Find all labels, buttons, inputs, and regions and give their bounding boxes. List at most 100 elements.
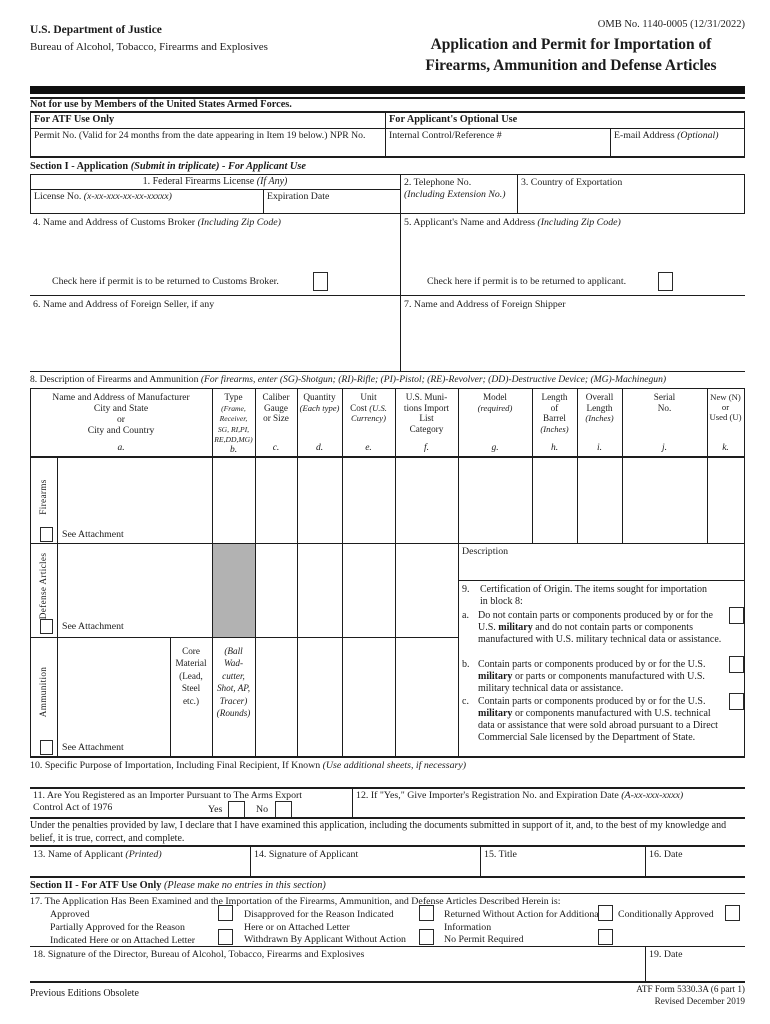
ammo-ball-wadcutter-header: (Ball Wad- cutter, Shot, AP, Tracer) (Ro… [216, 646, 251, 719]
grid-line [30, 876, 745, 878]
grid-line [622, 388, 623, 543]
option-withdrawn-label: Withdrawn By Applicant Without Action [244, 934, 406, 945]
col-header-type: Type (Frame, Receiver, SG, RI,PI, RE,DD,M… [214, 392, 253, 455]
grid-line [30, 174, 31, 213]
country-of-exportation-field-label: 3. Country of Exportation [521, 177, 623, 188]
grid-line [610, 128, 611, 157]
grid-line [645, 946, 646, 981]
col-header-unit-cost: Unit Cost (U.S. Currency) e. [350, 392, 387, 454]
name-of-applicant-field-label: 13. Name of Applicant (Printed) [33, 849, 162, 860]
ammo-see-attachment-checkbox[interactable] [40, 740, 53, 755]
return-to-applicant-checkbox[interactable] [658, 272, 673, 291]
grid-line [212, 388, 213, 756]
grid-line [250, 845, 251, 876]
grid-line [395, 388, 396, 756]
grid-line [255, 388, 256, 756]
defense-see-attachment-label: See Attachment [62, 621, 124, 632]
applicant-name-field-label: 5. Applicant's Name and Address (Includi… [404, 217, 621, 228]
grid-line [263, 189, 264, 213]
item17-intro: 17. The Application Has Been Examined an… [30, 896, 561, 907]
return-to-applicant-check-label: Check here if permit is to be returned t… [427, 276, 627, 287]
grid-line [170, 637, 171, 756]
withdrawn-checkbox[interactable] [419, 929, 434, 945]
atf-use-only-header: For ATF Use Only [34, 114, 115, 125]
foreign-seller-field-label: 6. Name and Address of Foreign Seller, i… [33, 299, 215, 310]
partially-approved-checkbox[interactable] [218, 929, 233, 945]
grid-line [645, 845, 646, 876]
grid-line [30, 371, 745, 372]
disapproved-checkbox[interactable] [419, 905, 434, 921]
email-field-label: E-mail Address (Optional) [614, 130, 719, 141]
description-field-label: Description [462, 546, 509, 557]
ffl-header: 1. Federal Firearms License (If Any) [142, 176, 288, 187]
option-returned-label: Returned Without Action for Additional I… [444, 909, 602, 933]
title-field-label: 15. Title [484, 849, 517, 860]
grid-line [707, 388, 708, 543]
license-no-field-label: License No. (x-xx-xxx-xx-xx-xxxxx) [34, 191, 172, 202]
grid-line [30, 174, 745, 175]
returned-checkbox[interactable] [598, 905, 613, 921]
grid-line [30, 893, 745, 894]
col-header-manufacturer: Name and Address of Manufacturer City an… [52, 392, 190, 454]
defense-see-attachment-checkbox[interactable] [40, 619, 53, 634]
grid-line [30, 213, 745, 214]
grid-line [744, 174, 745, 213]
arms-export-question-label: 11. Are You Registered as an Importer Pu… [33, 790, 303, 813]
date-19-field-label: 19. Date [649, 949, 683, 960]
grid-line [400, 174, 401, 213]
cert-b-letter: b. [462, 659, 470, 670]
col-header-overall-length: Overall Length (Inches) i. [585, 392, 614, 454]
agency-name: U.S. Department of Justice [30, 24, 162, 36]
conditionally-approved-checkbox[interactable] [725, 905, 740, 921]
grid-line [30, 156, 745, 158]
grid-line [30, 128, 745, 129]
option-partially-approved-label: Partially Approved for the Reason Indica… [50, 922, 196, 946]
grid-line [30, 388, 745, 389]
ammo-core-material-header: Core Material (Lead, Steel etc.) [175, 646, 207, 706]
cert-a-checkbox[interactable] [729, 607, 744, 624]
row-label-ammunition: Ammunition [39, 666, 49, 718]
permit-no-field-label: Permit No. (Valid for 24 months from the… [34, 130, 366, 141]
grid-line [744, 111, 745, 157]
specific-purpose-field-label: 10. Specific Purpose of Importation, Inc… [30, 760, 467, 771]
col-header-serial-no: Serial No. j. [653, 392, 676, 454]
header-black-bar [30, 86, 745, 94]
grid-line [30, 388, 31, 756]
cert-b-checkbox[interactable] [729, 656, 744, 673]
section2-heading: Section II - For ATF Use Only (Please ma… [30, 880, 326, 891]
armed-forces-notice: Not for use by Members of the United Sta… [30, 99, 292, 110]
option-approved-label: Approved [50, 909, 90, 920]
grid-line [577, 388, 578, 543]
firearms-see-attachment-checkbox[interactable] [40, 527, 53, 542]
certification-number: 9. [462, 584, 470, 595]
return-to-broker-checkbox[interactable] [313, 272, 328, 291]
no-permit-required-checkbox[interactable] [598, 929, 613, 945]
date-field-label: 16. Date [649, 849, 683, 860]
grid-line [30, 97, 745, 99]
grid-line [30, 295, 745, 296]
form-number: ATF Form 5330.3A (6 part 1) [636, 984, 745, 994]
grid-line [532, 388, 533, 543]
grid-line [744, 388, 745, 756]
row-label-firearms: Firearms [39, 479, 49, 515]
row-label-defense-articles: Defense Articles [39, 552, 49, 620]
no-label: No [256, 804, 269, 815]
grid-line [30, 189, 400, 190]
option-disapproved-label: Disapproved for the Reason Indicated Her… [244, 909, 394, 933]
grid-line [30, 981, 745, 983]
approved-checkbox[interactable] [218, 905, 233, 921]
expiration-date-field-label: Expiration Date [267, 191, 330, 202]
cert-c-checkbox[interactable] [729, 693, 744, 710]
grid-line [400, 295, 401, 371]
option-conditionally-approved-label: Conditionally Approved [618, 909, 714, 920]
grid-line [30, 637, 458, 638]
return-to-broker-check-label: Check here if permit is to be returned t… [52, 276, 279, 287]
no-checkbox[interactable] [275, 801, 292, 818]
col-header-barrel-length: Length of Barrel (Inches) h. [540, 392, 569, 454]
cert-c-letter: c. [462, 696, 469, 707]
yes-checkbox[interactable] [228, 801, 245, 818]
grid-line [400, 213, 401, 295]
col-header-munitions-category: U.S. Muni- tions Import List Category f. [403, 392, 450, 454]
signature-of-applicant-field-label: 14. Signature of Applicant [254, 849, 359, 860]
col-header-quantity: Quantity (Each type) d. [299, 392, 340, 454]
